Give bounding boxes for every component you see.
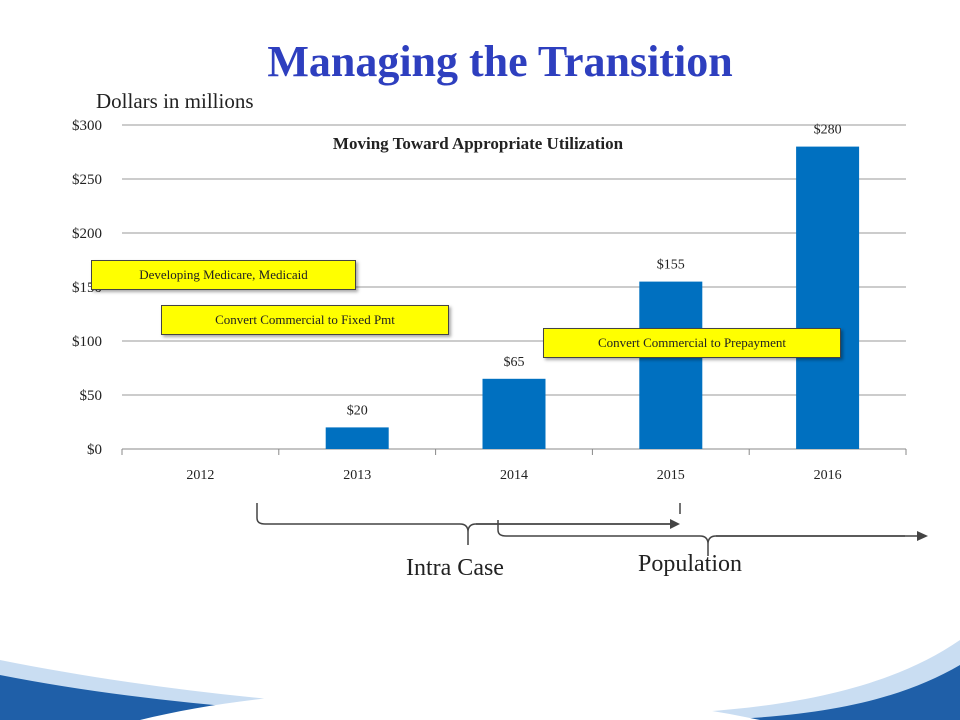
y-tick-label: $300	[72, 118, 102, 134]
callout-fixed-pmt: Convert Commercial to Fixed Pmt	[161, 305, 449, 335]
footer-wave-light	[0, 640, 960, 720]
slide-title: Managing the Transition	[267, 37, 733, 86]
footer-wave	[0, 640, 960, 720]
y-tick-label: $0	[87, 442, 102, 458]
bar	[796, 146, 860, 449]
x-tick-label: 2012	[186, 468, 214, 483]
bar	[325, 427, 389, 449]
chart-title: Moving Toward Appropriate Utilization	[333, 134, 624, 153]
data-label: $280	[814, 123, 842, 138]
intra-case-bracket	[256, 503, 672, 545]
y-tick-label: $50	[80, 388, 103, 404]
y-tick-label: $250	[72, 172, 102, 188]
callout-medicare-medicaid: Developing Medicare, Medicaid	[91, 260, 356, 290]
data-label: $155	[657, 258, 685, 273]
data-label: $20	[347, 403, 368, 418]
population-arrow	[716, 531, 928, 541]
footer-wave-dark	[0, 665, 960, 720]
data-label: $65	[504, 355, 525, 370]
population-label: Population	[638, 551, 743, 577]
units-label: Dollars in millions	[96, 89, 254, 113]
bar	[639, 281, 703, 449]
x-tick-label: 2013	[343, 468, 371, 483]
intra-case-arrow	[476, 519, 680, 529]
callout-prepayment: Convert Commercial to Prepayment	[543, 328, 841, 358]
population-bracket	[497, 503, 905, 556]
x-tick-label: 2015	[657, 468, 685, 483]
y-tick-label: $200	[72, 226, 102, 242]
intra-case-label: Intra Case	[406, 555, 504, 581]
x-tick-label: 2014	[500, 468, 528, 483]
bar-layer	[325, 146, 860, 449]
y-tick-label: $100	[72, 334, 102, 350]
label-layer: $0$50$100$150$200$250$3002012$202013$652…	[72, 118, 842, 483]
bar	[482, 378, 546, 449]
footer-wave-white	[140, 689, 760, 720]
x-tick-label: 2016	[814, 468, 842, 483]
